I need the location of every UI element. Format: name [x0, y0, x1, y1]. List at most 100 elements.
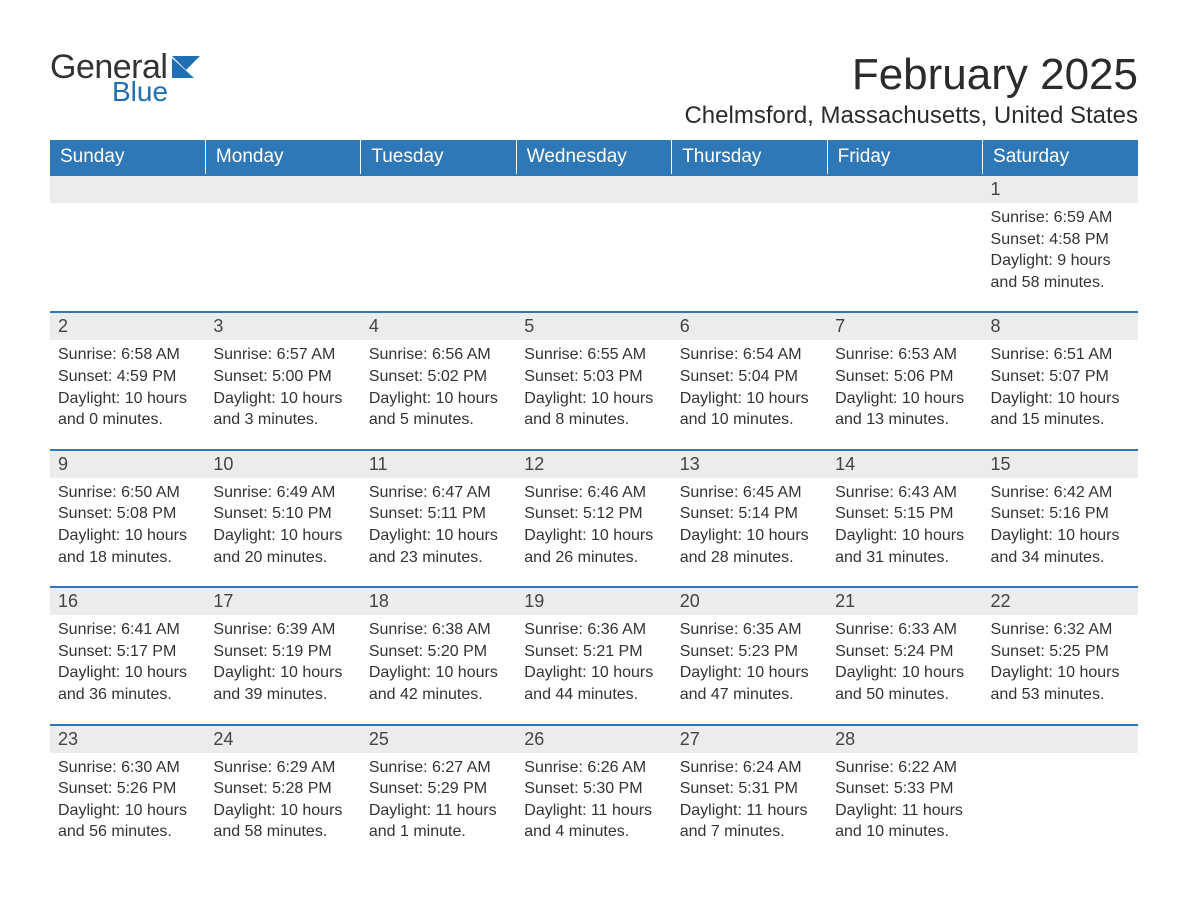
- calendar-day-cell: 15Sunrise: 6:42 AMSunset: 5:16 PMDayligh…: [983, 449, 1138, 586]
- sunset-label: Sunset:: [213, 505, 272, 522]
- calendar-day-cell: 7Sunrise: 6:53 AMSunset: 5:06 PMDaylight…: [827, 311, 982, 448]
- daylight-label: Daylight:: [835, 664, 902, 681]
- day-number: 7: [827, 311, 982, 340]
- sunset-line: Sunset: 5:16 PM: [991, 503, 1130, 525]
- calendar-day-cell: 18Sunrise: 6:38 AMSunset: 5:20 PMDayligh…: [361, 586, 516, 723]
- calendar-table: SundayMondayTuesdayWednesdayThursdayFrid…: [50, 140, 1138, 861]
- day-body: Sunrise: 6:36 AMSunset: 5:21 PMDaylight:…: [516, 615, 671, 723]
- logo: General Blue: [50, 50, 206, 106]
- daylight-label: Daylight:: [369, 390, 436, 407]
- daylight-label: Daylight:: [524, 527, 591, 544]
- sunrise-line: Sunrise: 6:59 AM: [991, 207, 1130, 229]
- day-body: Sunrise: 6:27 AMSunset: 5:29 PMDaylight:…: [361, 753, 516, 861]
- daylight-line: Daylight: 10 hours and 18 minutes.: [58, 525, 197, 568]
- calendar-empty-cell: [516, 174, 671, 311]
- sunrise-value: 6:57 AM: [277, 346, 336, 363]
- sunset-value: 5:12 PM: [583, 505, 643, 522]
- sunrise-value: 6:56 AM: [432, 346, 491, 363]
- day-number: 13: [672, 449, 827, 478]
- sunrise-label: Sunrise:: [835, 346, 898, 363]
- daylight-line: Daylight: 10 hours and 5 minutes.: [369, 388, 508, 431]
- day-body: Sunrise: 6:55 AMSunset: 5:03 PMDaylight:…: [516, 340, 671, 448]
- sunrise-label: Sunrise:: [991, 209, 1054, 226]
- calendar-day-cell: 8Sunrise: 6:51 AMSunset: 5:07 PMDaylight…: [983, 311, 1138, 448]
- calendar-day-cell: 13Sunrise: 6:45 AMSunset: 5:14 PMDayligh…: [672, 449, 827, 586]
- daylight-label: Daylight:: [680, 390, 747, 407]
- sunset-value: 4:59 PM: [117, 368, 177, 385]
- day-number: 26: [516, 724, 671, 753]
- daylight-label: Daylight:: [524, 664, 591, 681]
- sunrise-value: 6:43 AM: [898, 484, 957, 501]
- daylight-line: Daylight: 10 hours and 42 minutes.: [369, 662, 508, 705]
- sunrise-label: Sunrise:: [524, 759, 587, 776]
- day-body: Sunrise: 6:54 AMSunset: 5:04 PMDaylight:…: [672, 340, 827, 448]
- day-body: [672, 203, 827, 283]
- day-body: Sunrise: 6:35 AMSunset: 5:23 PMDaylight:…: [672, 615, 827, 723]
- sunset-line: Sunset: 5:06 PM: [835, 366, 974, 388]
- sunset-line: Sunset: 5:03 PM: [524, 366, 663, 388]
- daylight-label: Daylight:: [835, 390, 902, 407]
- sunrise-value: 6:59 AM: [1054, 209, 1113, 226]
- sunrise-line: Sunrise: 6:41 AM: [58, 619, 197, 641]
- sunrise-value: 6:24 AM: [743, 759, 802, 776]
- daylight-line: Daylight: 9 hours and 58 minutes.: [991, 250, 1130, 293]
- sunset-line: Sunset: 5:21 PM: [524, 641, 663, 663]
- sunrise-line: Sunrise: 6:50 AM: [58, 482, 197, 504]
- sunrise-label: Sunrise:: [213, 621, 276, 638]
- sunset-label: Sunset:: [213, 780, 272, 797]
- calendar-day-cell: 14Sunrise: 6:43 AMSunset: 5:15 PMDayligh…: [827, 449, 982, 586]
- daylight-line: Daylight: 10 hours and 44 minutes.: [524, 662, 663, 705]
- sunrise-value: 6:41 AM: [121, 621, 180, 638]
- sunset-line: Sunset: 5:28 PM: [213, 778, 352, 800]
- daylight-label: Daylight:: [58, 527, 125, 544]
- daylight-line: Daylight: 11 hours and 7 minutes.: [680, 800, 819, 843]
- daylight-line: Daylight: 10 hours and 0 minutes.: [58, 388, 197, 431]
- day-number: 17: [205, 586, 360, 615]
- sunset-line: Sunset: 4:58 PM: [991, 229, 1130, 251]
- logo-text: General Blue: [50, 50, 168, 106]
- day-body: [516, 203, 671, 283]
- weekday-header: Monday: [205, 140, 360, 174]
- sunset-label: Sunset:: [369, 368, 428, 385]
- day-number: 3: [205, 311, 360, 340]
- daylight-label: Daylight:: [369, 527, 436, 544]
- sunrise-value: 6:47 AM: [432, 484, 491, 501]
- weekday-header: Saturday: [983, 140, 1138, 174]
- sunset-value: 5:21 PM: [583, 643, 643, 660]
- day-body: [827, 203, 982, 283]
- sunrise-line: Sunrise: 6:33 AM: [835, 619, 974, 641]
- sunset-label: Sunset:: [58, 368, 117, 385]
- month-title: February 2025: [684, 50, 1138, 100]
- daylight-label: Daylight:: [213, 664, 280, 681]
- day-body: [983, 753, 1138, 833]
- calendar-day-cell: 16Sunrise: 6:41 AMSunset: 5:17 PMDayligh…: [50, 586, 205, 723]
- header: General Blue February 2025 Chelmsford, M…: [50, 50, 1138, 130]
- daylight-line: Daylight: 10 hours and 20 minutes.: [213, 525, 352, 568]
- sunset-label: Sunset:: [680, 643, 739, 660]
- sunset-value: 5:19 PM: [272, 643, 332, 660]
- day-body: Sunrise: 6:56 AMSunset: 5:02 PMDaylight:…: [361, 340, 516, 448]
- sunset-line: Sunset: 5:19 PM: [213, 641, 352, 663]
- daylight-line: Daylight: 10 hours and 36 minutes.: [58, 662, 197, 705]
- day-body: Sunrise: 6:22 AMSunset: 5:33 PMDaylight:…: [827, 753, 982, 861]
- sunset-line: Sunset: 5:04 PM: [680, 366, 819, 388]
- sunrise-line: Sunrise: 6:42 AM: [991, 482, 1130, 504]
- sunrise-label: Sunrise:: [369, 621, 432, 638]
- daylight-line: Daylight: 10 hours and 39 minutes.: [213, 662, 352, 705]
- sunset-label: Sunset:: [58, 643, 117, 660]
- sunrise-value: 6:30 AM: [121, 759, 180, 776]
- day-body: Sunrise: 6:45 AMSunset: 5:14 PMDaylight:…: [672, 478, 827, 586]
- daylight-label: Daylight:: [835, 802, 902, 819]
- sunset-label: Sunset:: [524, 780, 583, 797]
- sunrise-line: Sunrise: 6:57 AM: [213, 344, 352, 366]
- sunrise-line: Sunrise: 6:29 AM: [213, 757, 352, 779]
- day-body: Sunrise: 6:59 AMSunset: 4:58 PMDaylight:…: [983, 203, 1138, 311]
- sunrise-value: 6:27 AM: [432, 759, 491, 776]
- daylight-label: Daylight:: [58, 664, 125, 681]
- sunrise-value: 6:26 AM: [587, 759, 646, 776]
- weekday-header: Wednesday: [516, 140, 671, 174]
- sunrise-label: Sunrise:: [369, 759, 432, 776]
- daylight-label: Daylight:: [991, 252, 1058, 269]
- calendar-day-cell: 5Sunrise: 6:55 AMSunset: 5:03 PMDaylight…: [516, 311, 671, 448]
- daylight-line: Daylight: 10 hours and 47 minutes.: [680, 662, 819, 705]
